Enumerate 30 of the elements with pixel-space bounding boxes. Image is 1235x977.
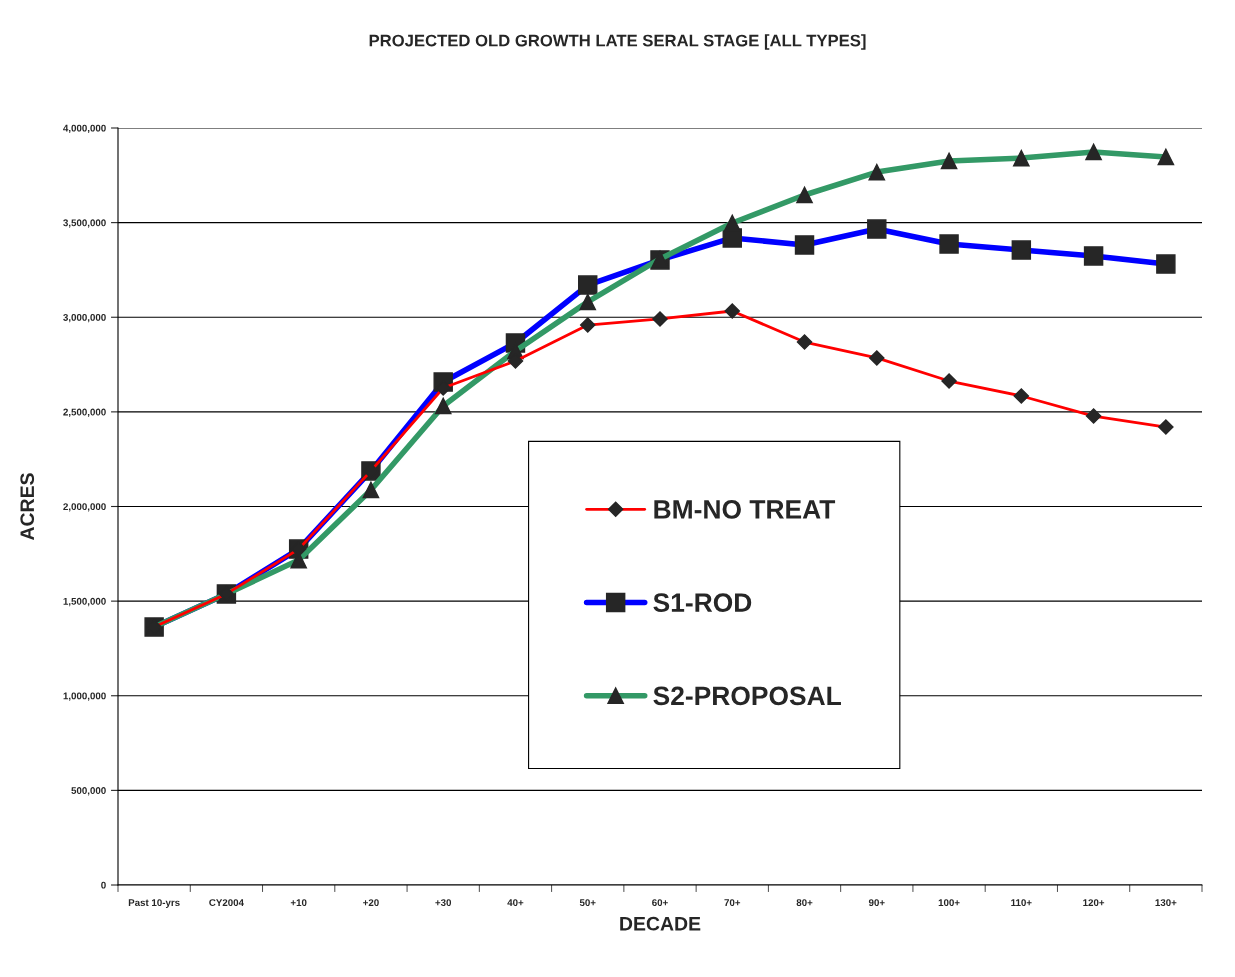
x-tick-label: 70+ — [724, 899, 741, 907]
x-tick-label: Past 10-yrs — [128, 899, 180, 908]
x-axis-title: DECADE — [620, 916, 701, 931]
y-tick-label: 3,500,000 — [63, 219, 106, 228]
x-tick-label: CY2004 — [209, 899, 244, 907]
x-tick-label: 60+ — [652, 899, 668, 907]
y-tick-label: 1,000,000 — [63, 692, 106, 701]
legend-label: BM-NO TREAT — [654, 500, 836, 519]
y-tick-label: 2,500,000 — [63, 408, 106, 417]
y-tick-label: 500,000 — [71, 787, 106, 796]
x-tick-label: 110+ — [1011, 899, 1032, 907]
y-tick-label: 2,000,000 — [63, 503, 106, 512]
y-axis-title: ACRES — [20, 473, 35, 541]
x-tick-label: +10 — [290, 899, 307, 907]
x-tick-label: 80+ — [796, 899, 813, 907]
x-tick-label: 120+ — [1083, 899, 1105, 907]
legend-label: S1-ROD — [653, 593, 752, 612]
x-tick-label: +30 — [435, 899, 452, 907]
chart-title: PROJECTED OLD GROWTH LATE SERAL STAGE [ALL TYPES] — [369, 34, 866, 50]
x-tick-label: 130+ — [1155, 899, 1177, 907]
x-tick-label: 90+ — [868, 899, 885, 907]
y-tick-label: 3,000,000 — [63, 313, 106, 323]
x-tick-label: +20 — [363, 899, 379, 907]
x-tick-label: 100+ — [938, 899, 960, 907]
y-tick-label: 1,500,000 — [63, 597, 106, 607]
legend-label: S2-PROPOSAL — [653, 686, 841, 706]
y-tick-label: 4,000,000 — [63, 124, 106, 134]
x-tick-label: 50+ — [579, 899, 596, 907]
y-tick-label: 0 — [101, 881, 106, 889]
x-tick-label: 40+ — [507, 899, 524, 907]
